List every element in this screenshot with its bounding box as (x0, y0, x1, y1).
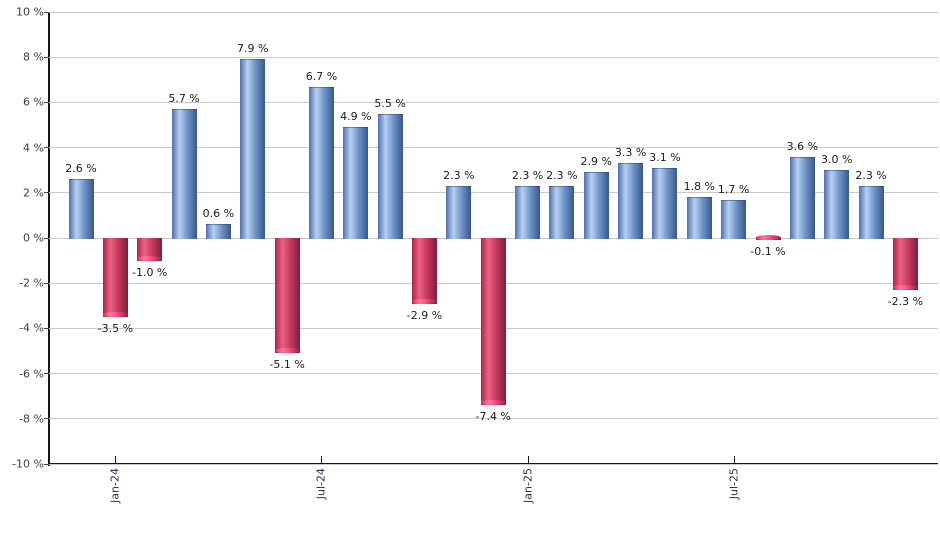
bar-value-label: 3.0 % (820, 153, 853, 167)
gridline (49, 11, 938, 13)
bar (480, 238, 506, 406)
bar-end-cap (892, 284, 918, 290)
bar (549, 186, 575, 239)
y-axis-tick-label: -8 % (19, 412, 44, 426)
y-axis-tick (44, 327, 49, 329)
bar-value-label: -0.1 % (750, 245, 786, 259)
bar-value-label: -3.5 % (97, 322, 134, 336)
bar (721, 199, 747, 239)
bar-end-cap (102, 312, 128, 318)
bar-value-label: 2.3 % (546, 169, 578, 183)
y-axis-tick-label: 6 % (23, 95, 44, 109)
bar (377, 113, 403, 239)
bar (824, 170, 850, 239)
y-axis-tick (44, 282, 49, 284)
bar-value-label: -5.1 % (269, 358, 305, 372)
bar-value-label: -2.9 % (406, 308, 443, 322)
x-axis-tick-label: Jan-25 (521, 468, 535, 503)
x-axis-tick-label: Jul-25 (727, 468, 741, 500)
y-axis-tick-label: 8 % (23, 50, 44, 64)
y-axis-tick-label: -2 % (19, 276, 44, 290)
gridline (49, 192, 938, 194)
bar (892, 238, 918, 290)
bar-value-label: 7.9 % (237, 42, 269, 56)
y-axis-tick (44, 56, 49, 58)
bar (686, 197, 712, 239)
y-axis-tick (44, 147, 49, 149)
bar (583, 172, 609, 239)
bar-value-label: 4.9 % (340, 110, 372, 124)
bar-value-label: -1.0 % (131, 265, 168, 279)
bar-value-label: 3.1 % (649, 150, 681, 164)
y-axis-tick-label: -6 % (19, 367, 44, 381)
y-axis-tick-label: 2 % (23, 186, 44, 200)
bar-value-label: 3.3 % (614, 146, 647, 160)
gridline (49, 147, 938, 149)
bar-value-label: 2.3 % (511, 169, 544, 183)
gridline (49, 418, 938, 420)
bar-value-label: 0.6 % (202, 207, 235, 221)
y-axis-tick (44, 192, 49, 194)
y-axis-tick (44, 373, 49, 375)
bar-end-cap (755, 235, 781, 241)
bar (858, 186, 884, 239)
x-axis-tick (527, 456, 529, 464)
y-axis-tick (44, 237, 49, 239)
bar-value-label: 5.7 % (168, 92, 200, 106)
y-axis-line (48, 12, 50, 466)
y-axis-tick (44, 11, 49, 13)
y-axis-tick (44, 418, 49, 420)
bar (102, 238, 128, 318)
bar (652, 167, 678, 239)
bar (515, 186, 541, 239)
bar-value-label: 2.3 % (443, 169, 475, 183)
bar-value-label: 2.9 % (580, 155, 612, 169)
gridline (49, 463, 938, 465)
bar-value-label: 2.3 % (855, 169, 887, 183)
bar-value-label: 6.7 % (305, 69, 338, 83)
gridline (49, 101, 938, 103)
bar-value-label: 5.5 % (374, 96, 406, 110)
bar-end-cap (137, 255, 163, 261)
x-axis-tick (115, 456, 117, 464)
y-axis-tick-label: 0 % (23, 231, 44, 245)
x-axis-tick-label: Jan-24 (108, 468, 122, 503)
bar-value-label: 1.8 % (683, 180, 716, 194)
y-axis-tick-label: 4 % (23, 141, 44, 155)
bar (205, 224, 231, 239)
y-axis-tick-label: 10 % (16, 5, 44, 19)
bar (618, 163, 644, 239)
bar-value-label: 2.6 % (65, 162, 97, 176)
y-axis-tick-label: -10 % (12, 457, 44, 471)
bar (412, 238, 437, 304)
bar-value-label: 1.7 % (717, 182, 750, 196)
bar-value-label: -2.3 % (887, 294, 924, 308)
bar (789, 156, 815, 239)
bar (446, 186, 472, 239)
bar-end-cap (274, 348, 300, 354)
bar-end-cap (480, 400, 506, 406)
x-axis-tick (733, 456, 735, 464)
bar (343, 127, 369, 239)
bar-end-cap (412, 298, 437, 304)
bar (240, 59, 266, 239)
y-axis-tick (44, 463, 49, 465)
y-axis-tick-label: -4 % (19, 321, 44, 335)
bar (274, 238, 300, 354)
bar (171, 109, 197, 239)
bar-value-label: 3.6 % (786, 139, 819, 153)
gridline (49, 56, 938, 58)
bar (308, 86, 334, 239)
bar-value-label: -7.4 % (475, 410, 511, 424)
x-axis-tick-label: Jul-24 (314, 468, 328, 500)
bar (137, 238, 163, 261)
x-axis-tick (321, 456, 323, 464)
y-axis-tick (44, 101, 49, 103)
bar (68, 179, 94, 239)
